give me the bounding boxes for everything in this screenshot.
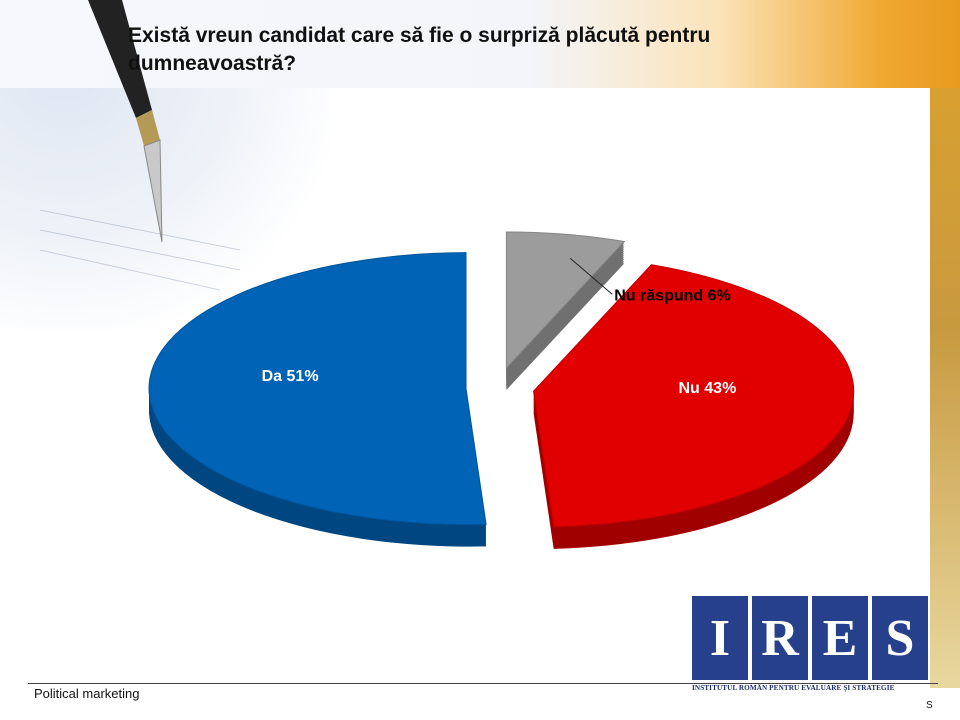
pie-slices [148,231,855,549]
pie-slice-da [148,252,487,547]
background-top-band [0,0,960,88]
slide-title: Există vreun candidat care să fie o surp… [128,24,711,75]
logo-letter-i: I [692,596,748,680]
pie-labels: Da 51% Nu 43% Nu răspund 6% [262,287,737,397]
slice-label-nu: Nu 43% [679,380,737,397]
leader-line [569,258,613,295]
pie-slice-top [505,231,626,370]
slice-label-nu-r-spund: Nu răspund 6% [614,287,730,304]
pie-slice-top [148,252,487,526]
logo-letter-s: S [872,596,928,680]
pie-slice-nu [533,264,855,549]
ires-logo: I R E S INSTITUTUL ROMÂN PENTRU EVALUARE… [692,596,932,692]
pie-slice-top [533,264,855,528]
background-right-band [930,88,960,688]
logo-letter-r: R [752,596,808,680]
footer-corner-letter: S [926,700,933,711]
slice-label-da: Da 51% [262,368,319,385]
logo-subtitle: INSTITUTUL ROMÂN PENTRU EVALUARE ȘI STRA… [692,684,895,692]
pie-slice-nu-r-spund [505,231,626,390]
footer-divider [28,683,938,684]
footer-text: Political marketing [34,686,140,701]
fountain-pen-image [40,0,241,291]
logo-letter-e: E [812,596,868,680]
